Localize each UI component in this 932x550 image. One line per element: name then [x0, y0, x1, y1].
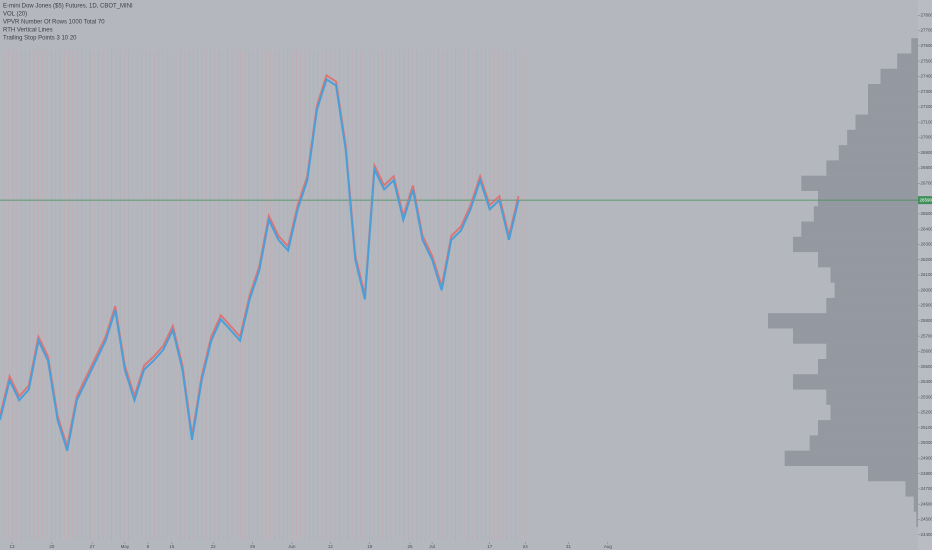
legend-line: Trailing Stop Points 3 10 20 [3, 36, 77, 42]
x-tick-label: 8 [147, 544, 150, 549]
current-price-label: 26590 [920, 197, 932, 202]
y-tick-label: 26300 [921, 242, 932, 247]
y-tick-label: 24700 [921, 486, 932, 491]
x-tick-label: May [121, 544, 130, 549]
profile-bar [830, 267, 918, 283]
profile-bar [826, 389, 918, 405]
y-tick-label: 27100 [921, 119, 932, 124]
y-tick-label: 26800 [921, 165, 932, 170]
y-tick-label: 25000 [921, 440, 932, 445]
y-tick-label: 26200 [921, 257, 932, 262]
y-tick-label: 24600 [921, 501, 932, 506]
y-tick-label: 26500 [921, 211, 932, 216]
profile-bar [793, 374, 918, 390]
profile-bar [897, 53, 918, 69]
profile-bar [813, 206, 918, 222]
y-tick-label: 27700 [921, 28, 932, 33]
vertical-lines [3, 50, 525, 540]
y-tick-label: 26700 [921, 181, 932, 186]
y-tick-label: 25300 [921, 394, 932, 399]
profile-bar [880, 68, 918, 85]
x-tick-label: Aug [604, 544, 613, 549]
y-tick-label: 24900 [921, 456, 932, 461]
profile-bar [818, 190, 918, 207]
y-tick-label: 25600 [921, 349, 932, 354]
y-tick-label: 26900 [921, 150, 932, 155]
y-tick-label: 25400 [921, 379, 932, 384]
y-tick-label: 26000 [921, 287, 932, 292]
legend-line: RTH Vertical Lines [3, 28, 53, 34]
y-tick-label: 27200 [921, 104, 932, 109]
profile-bar [838, 145, 918, 161]
profile-bar [855, 114, 918, 130]
x-tick-label: 31 [566, 544, 572, 549]
profile-bar [826, 297, 918, 314]
profile-bar [868, 84, 918, 100]
y-tick-label: 25200 [921, 410, 932, 415]
y-tick-label: 26400 [921, 226, 932, 231]
profile-bar [818, 359, 918, 375]
x-tick-label: 17 [487, 544, 493, 549]
y-tick-label: 27500 [921, 58, 932, 63]
profile-bar [834, 282, 918, 298]
legend-line: VOL (20) [3, 12, 27, 18]
price-axis [918, 0, 932, 550]
y-tick-label: 25700 [921, 333, 932, 338]
x-tick-label: Jun [288, 544, 296, 549]
y-tick-label: 25100 [921, 425, 932, 430]
y-tick-label: 25500 [921, 364, 932, 369]
x-tick-label: 27 [90, 544, 96, 549]
y-tick-label: 24400 [921, 532, 932, 537]
y-tick-label: 27600 [921, 43, 932, 48]
x-tick-label: 24 [523, 544, 529, 549]
profile-bar [818, 252, 918, 268]
x-tick-label: Jul [429, 544, 435, 549]
x-tick-label: 29 [250, 544, 256, 549]
x-tick-label: 19 [367, 544, 373, 549]
profile-bar [830, 404, 918, 421]
legend-line: VPVR Number Of Rows 1000 Total 70 [3, 20, 105, 26]
profile-bar [784, 450, 918, 466]
profile-bar [847, 129, 918, 146]
y-tick-label: 24800 [921, 471, 932, 476]
profile-bar [911, 38, 918, 54]
y-tick-label: 27300 [921, 89, 932, 94]
profile-bar [868, 465, 918, 482]
profile-bar [826, 160, 918, 176]
y-tick-label: 25800 [921, 318, 932, 323]
legend-line: E-mini Dow Jones ($5) Futures, 1D, CBOT_… [3, 4, 133, 10]
price-line [0, 77, 520, 451]
profile-bar [916, 511, 918, 528]
legend: E-mini Dow Jones ($5) Futures, 1D, CBOT_… [3, 4, 133, 42]
x-tick-label: 12 [328, 544, 334, 549]
profile-bar [868, 99, 918, 115]
profile-bar [768, 313, 918, 329]
x-tick-label: 26 [408, 544, 414, 549]
x-tick-label: 15 [169, 544, 175, 549]
y-tick-label: 27000 [921, 135, 932, 140]
profile-bar [801, 221, 918, 237]
y-tick-label: 27800 [921, 12, 932, 17]
profile-bar [818, 420, 918, 436]
y-tick-label: 26100 [921, 272, 932, 277]
profile-bar [801, 175, 918, 191]
profile-bar [905, 481, 918, 497]
profile-bar [809, 435, 918, 451]
x-tick-label: 20 [49, 544, 55, 549]
profile-bar [793, 328, 918, 344]
profile-bar [793, 236, 918, 253]
x-tick-label: 22 [211, 544, 217, 549]
y-tick-label: 24500 [921, 517, 932, 522]
profile-bar [826, 343, 918, 360]
current-price-tag [918, 196, 932, 205]
profile-bar [913, 496, 918, 512]
y-tick-label: 27400 [921, 74, 932, 79]
y-tick-label: 25900 [921, 303, 932, 308]
x-tick-label: 13 [9, 544, 15, 549]
